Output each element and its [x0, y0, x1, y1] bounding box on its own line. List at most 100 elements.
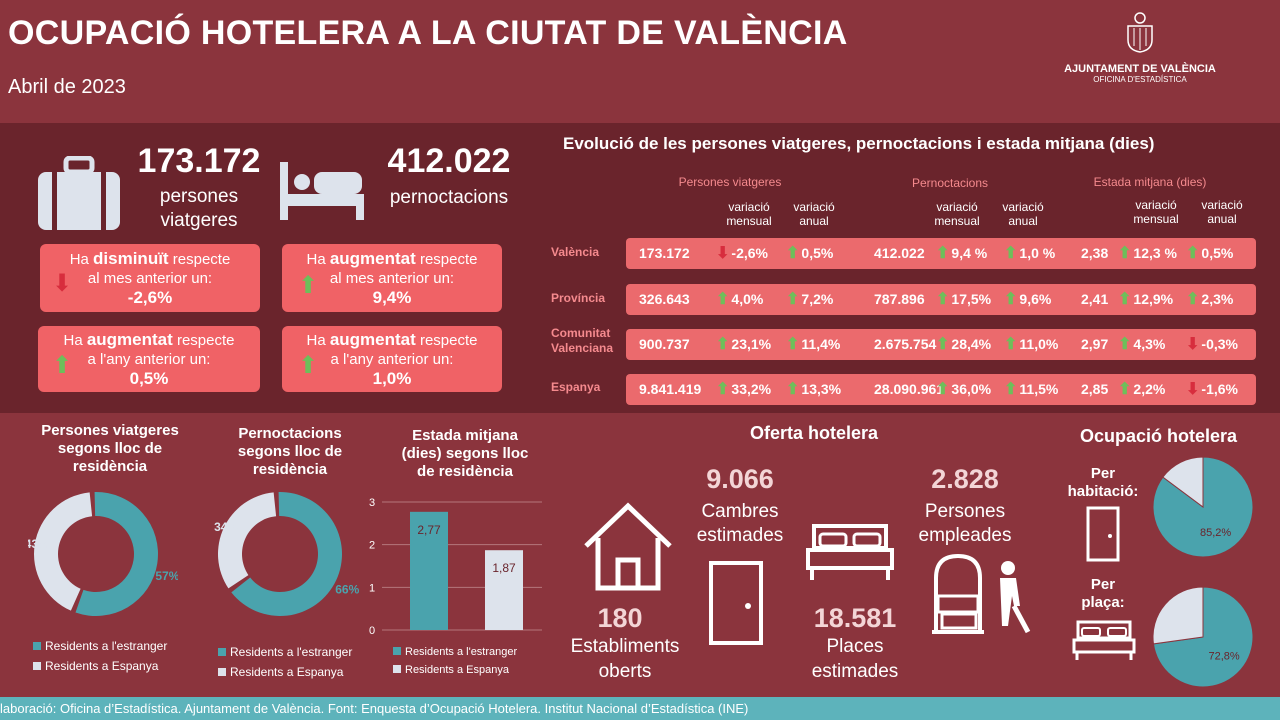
page-title: OCUPACIÓ HOTELERA A LA CIUTAT DE VALÈNCI… — [8, 14, 848, 52]
establishments-value: 180 — [597, 603, 643, 633]
title-line: Pernoctacions — [238, 425, 342, 442]
staff-label-1: Persones — [924, 501, 1006, 522]
pie-chart-room-occupancy: 85,2% — [1152, 456, 1254, 558]
legend-swatch — [33, 642, 41, 650]
cell-value: 2,2% — [1133, 381, 1166, 397]
arrow-down-icon: ⬇ — [716, 245, 730, 262]
arrow-up-icon: ⬆ — [716, 381, 730, 398]
cell-value: 11,5% — [1019, 381, 1059, 397]
establishments-label-2: oberts — [598, 661, 652, 682]
cell-value: -1,6% — [1201, 381, 1238, 397]
cell-value: 0,5% — [801, 245, 834, 261]
table-cell: ⬇ -0,3% — [1186, 329, 1238, 360]
table-cell: ⬆ 9,6% — [1004, 284, 1051, 315]
row-label: València — [551, 245, 600, 259]
table-cell: 28.090.961 — [874, 374, 944, 405]
table-cell: ⬆ 2,3% — [1186, 284, 1233, 315]
table-cell: ⬆ 11,4% — [786, 329, 840, 360]
table-cell: ⬆ 0,5% — [786, 238, 833, 269]
arrow-down-icon: ⬇ — [1186, 336, 1200, 353]
arrow-up-icon: ⬆ — [1004, 291, 1018, 308]
card-value: 0,5% — [129, 369, 169, 388]
arrow-up-icon: ⬆ — [1004, 245, 1018, 262]
group-header-travelers: Persones viatgeres — [678, 175, 782, 189]
travelers-value: 173.172 — [137, 142, 261, 180]
cell-value: 0,5% — [1201, 245, 1234, 261]
legend-swatch — [33, 662, 41, 670]
legend-foreign: Residents a l'estranger — [393, 646, 517, 658]
cell-value: 787.896 — [874, 291, 925, 307]
card-text: respecte — [415, 251, 478, 268]
bar-value-label: 1,87 — [492, 561, 516, 575]
donut-label: 43% — [28, 537, 49, 551]
table-row: 9.841.419 ⬆ 33,2% ⬆ 13,3% 28.090.961 ⬆ 36,0% ⬆ 11… — [626, 374, 1256, 405]
card-bold: augmentat — [329, 249, 416, 268]
table-cell: 2,41 — [1081, 284, 1108, 315]
row-label: Província — [551, 291, 606, 305]
cell-value: 173.172 — [639, 245, 690, 261]
table-cell: ⬆ 17,5% — [936, 284, 991, 315]
card-travelers-monthly: Ha disminuït respecte al mes anterior un… — [40, 244, 260, 312]
table-cell: 412.022 — [874, 238, 925, 269]
table-cell: 9.841.419 — [639, 374, 701, 405]
legend-label: Residents a l'estranger — [230, 645, 353, 659]
group-header-stay: Estada mitjana (dies) — [1093, 175, 1207, 189]
bar — [485, 550, 523, 630]
table-cell: ⬇ -1,6% — [1186, 374, 1238, 405]
cell-value: 9.841.419 — [639, 381, 702, 397]
table-cell: ⬆ 28,4% — [936, 329, 991, 360]
card-travelers-annual: Ha augmentat respecte a l'any anterior u… — [38, 326, 260, 392]
card-nights-monthly: Ha augmentat respecte al mes anterior un… — [282, 244, 502, 312]
label-line: Per — [1090, 576, 1116, 593]
col-header-text: anual — [799, 214, 829, 228]
arrow-up-icon: ⬆ — [936, 245, 950, 262]
arrow-up-icon: ⬆ — [786, 291, 800, 308]
arrow-down-icon: ⬇ — [52, 270, 73, 297]
label-line: plaça: — [1081, 594, 1125, 611]
table-cell: ⬆ 23,1% — [716, 329, 771, 360]
table-cell: ⬆ 12,9% — [1118, 284, 1173, 315]
card-text: respecte — [172, 332, 235, 349]
col-header-text: variació — [1201, 198, 1243, 212]
bed-icon — [1072, 620, 1136, 660]
col-header-text: variació — [1002, 200, 1044, 214]
table-cell: 900.737 — [639, 329, 690, 360]
table-cell: ⬆ 0,5% — [1186, 238, 1233, 269]
table-cell: ⬆ 4,0% — [716, 284, 763, 315]
col-header-text: variació — [728, 200, 770, 214]
donut-slice-foreign — [231, 492, 342, 616]
cell-value: 2,97 — [1081, 336, 1109, 352]
donut1-title: Persones viatgeres segons lloc de residènc… — [20, 422, 200, 476]
y-tick-label: 0 — [369, 625, 375, 637]
cell-value: 4,3% — [1133, 336, 1166, 352]
group-header-nights: Pernoctacions — [911, 176, 989, 190]
cell-value: 4,0% — [731, 291, 764, 307]
title-line: segons lloc de — [237, 443, 343, 460]
col-header-text: variació — [793, 200, 835, 214]
staff-label-2: empleades — [918, 525, 1012, 546]
arrow-up-icon: ⬆ — [936, 336, 950, 353]
cell-value: 12,3 % — [1133, 245, 1177, 261]
rooms-label-1: Cambres — [701, 501, 779, 522]
card-text: al mes anterior un: — [329, 270, 455, 287]
arrow-up-icon: ⬆ — [716, 291, 730, 308]
table-row: 173.172 ⬇ -2,6% ⬆ 0,5% 412.022 ⬆ 9,4 % ⬆ 1,0 % 2,3… — [626, 238, 1256, 269]
offer-title: Oferta hotelera — [750, 423, 879, 443]
table-cell: 2,97 — [1081, 329, 1108, 360]
cell-value: 33,2% — [731, 381, 772, 397]
arrow-up-icon: ⬆ — [1004, 381, 1018, 398]
pie-value-label: 85,2% — [1200, 527, 1231, 539]
table-row: 900.737 ⬆ 23,1% ⬆ 11,4% 2.675.754 ⬆ 28,4% ⬆ 11,0%… — [626, 329, 1256, 360]
col-header-monthly: variació mensual — [1124, 198, 1188, 226]
pie-slice-free — [1152, 586, 1204, 645]
card-text: Ha — [63, 332, 87, 349]
bar-title: Estada mitjana (dies) segons lloc de resid… — [380, 427, 550, 481]
card-bold: disminuït — [93, 249, 169, 268]
table-cell: ⬆ 36,0% — [936, 374, 991, 405]
card-bold: augmentat — [86, 330, 173, 349]
table-cell: ⬇ -2,6% — [716, 238, 768, 269]
city-logo: AJUNTAMENT DE VALÈNCIA OFICINA D'ESTADÍS… — [1055, 10, 1225, 84]
col-header-annual: variació anual — [1192, 198, 1252, 226]
cell-value: 23,1% — [731, 336, 772, 352]
card-value: 1,0% — [372, 369, 412, 388]
